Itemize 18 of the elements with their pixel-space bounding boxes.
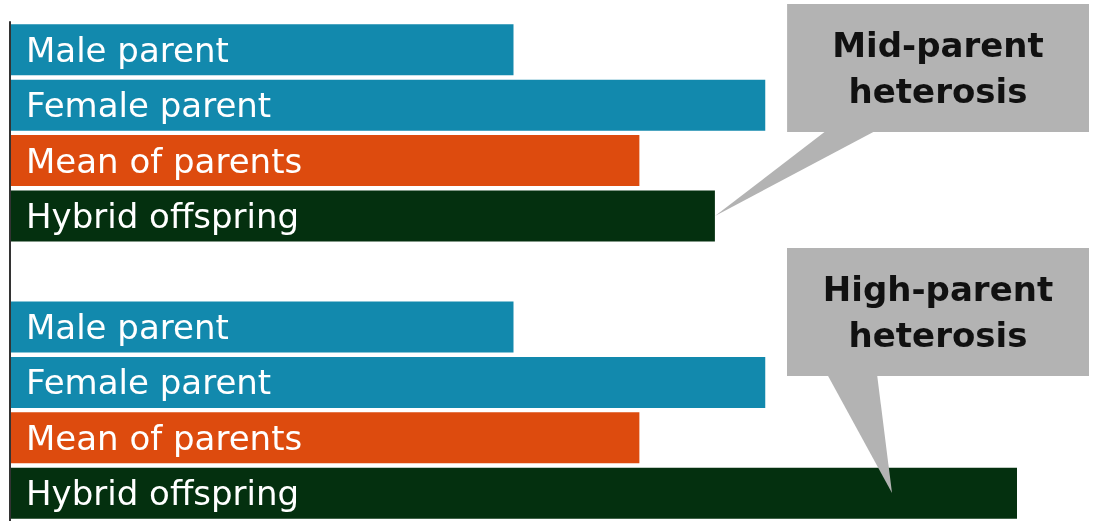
speech-callout: High-parent heterosis — [787, 248, 1089, 494]
bar — [10, 356, 766, 408]
annotation: Mid-parent heterosis — [786, 4, 1089, 133]
y-tick-label: Hybrid offspring — [26, 196, 300, 237]
bar — [10, 24, 514, 76]
bar — [10, 79, 766, 131]
speech-callout: Mid-parent heterosis — [714, 4, 1089, 217]
bar — [10, 301, 514, 353]
y-tick-label: Male parent — [26, 29, 229, 70]
bar — [10, 135, 640, 187]
y-tick-label: Female parent — [26, 85, 272, 126]
y-tick-label: Mean of parents — [26, 417, 303, 458]
y-tick-label: Female parent — [26, 362, 272, 403]
y-tick-label: Male parent — [26, 306, 229, 347]
annotation: High-parent heterosis — [787, 248, 1089, 377]
y-tick-label: Hybrid offspring — [26, 473, 300, 514]
y-tick-label: Mean of parents — [26, 140, 303, 181]
bar — [10, 412, 640, 464]
